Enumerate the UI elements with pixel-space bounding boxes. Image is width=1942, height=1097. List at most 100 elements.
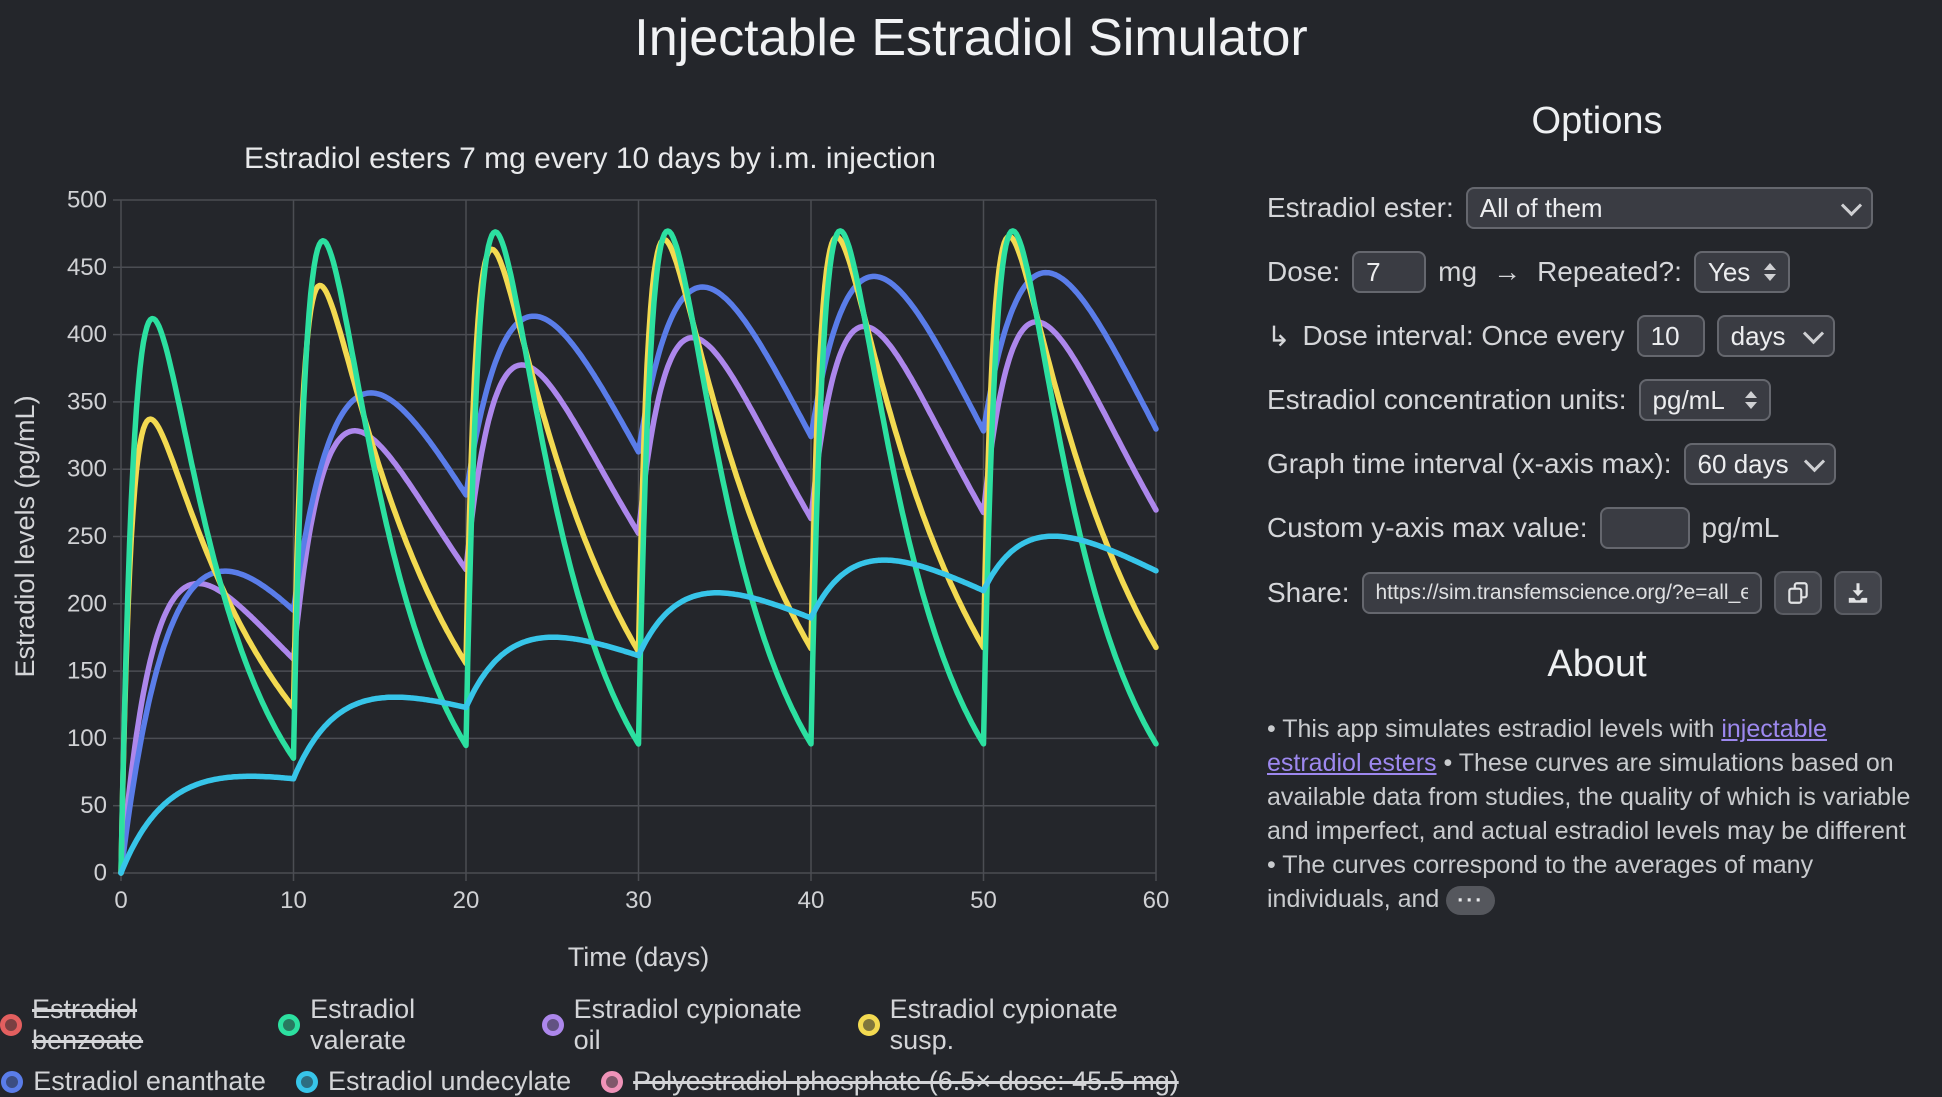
page-title: Injectable Estradiol Simulator (634, 9, 1308, 67)
svg-text:0: 0 (114, 887, 127, 914)
injectable-esters-link[interactable]: injectable estradiol esters (1267, 715, 1827, 777)
units-row: Estradiol concentration units: pg/mL (1267, 379, 1927, 421)
svg-text:30: 30 (625, 887, 652, 914)
svg-text:400: 400 (67, 321, 107, 348)
legend-marker-icon (601, 1070, 624, 1093)
units-select[interactable]: pg/mL (1638, 379, 1771, 421)
legend-marker-icon (857, 1014, 880, 1036)
legend-label: Estradiol benzoate (32, 994, 144, 1055)
legend-item-estradiol-undecylate[interactable]: Estradiol undecylate (295, 1066, 572, 1097)
interval-unit-select[interactable]: days (1716, 315, 1835, 357)
legend-label: Estradiol valerate (310, 994, 416, 1055)
dose-row: Dose: mg → Repeated?: Yes (1267, 251, 1927, 293)
x-axis-title: Time (days) (568, 942, 710, 972)
expand-about-button[interactable]: ··· (1446, 885, 1496, 915)
download-image-button[interactable] (1833, 571, 1882, 615)
about-text: • This app simulates estradiol levels wi… (1267, 712, 1917, 916)
legend-label: Estradiol cypionate susp. (889, 994, 1118, 1055)
svg-text:40: 40 (798, 887, 825, 914)
graph-interval-label: Graph time interval (x-axis max): (1267, 448, 1672, 479)
svg-text:150: 150 (67, 658, 107, 685)
y-axis-title: Estradiol levels (pg/mL) (10, 395, 40, 677)
interval-input[interactable] (1636, 315, 1705, 357)
svg-text:200: 200 (67, 590, 107, 617)
legend-item-estradiol-enanthate[interactable]: Estradiol enanthate (1, 1066, 266, 1097)
copy-link-button[interactable] (1773, 571, 1822, 615)
about-text-part1: • This app simulates estradiol levels wi… (1267, 715, 1722, 743)
legend-row-2: Estradiol enanthate Estradiol undecylate P… (0, 1066, 1180, 1097)
svg-text:300: 300 (67, 456, 107, 483)
legend-row-1: Estradiol benzoate Estradiol valerate Estr… (0, 994, 1180, 1056)
share-url-input[interactable] (1361, 572, 1762, 614)
legend-item-estradiol-benzoate[interactable]: Estradiol benzoate (0, 994, 248, 1056)
svg-text:20: 20 (453, 887, 480, 914)
updown-arrows-icon (1764, 263, 1777, 281)
interval-prefix-icon: ↳ (1267, 320, 1291, 352)
legend-label: Estradiol undecylate (327, 1066, 572, 1096)
legend-marker-icon (295, 1070, 318, 1093)
svg-text:450: 450 (67, 254, 107, 281)
about-heading: About (1547, 643, 1647, 685)
download-icon (1848, 583, 1867, 603)
updown-arrows-icon (1744, 391, 1757, 409)
legend-item-estradiol-cypionate-oil[interactable]: Estradiol cypionate oil (541, 994, 828, 1056)
chevron-down-icon (1840, 194, 1862, 216)
ester-row: Estradiol ester: All of them (1267, 187, 1927, 229)
graph-interval-select[interactable]: 60 days (1683, 443, 1836, 485)
arrow-right-icon: → (1493, 256, 1522, 287)
graph-interval-value: 60 days (1697, 448, 1789, 479)
chevron-down-icon (1803, 450, 1825, 472)
options-heading: Options (1531, 100, 1663, 142)
chart-canvas: Estradiol esters 7 mg every 10 days by i… (10, 142, 1169, 972)
ester-select-value: All of them (1479, 192, 1603, 223)
svg-text:100: 100 (67, 725, 107, 752)
repeated-select[interactable]: Yes (1693, 251, 1790, 293)
share-row: Share: (1267, 571, 1927, 615)
chart: Estradiol esters 7 mg every 10 days by i… (0, 90, 1180, 1097)
units-label: Estradiol concentration units: (1267, 384, 1627, 415)
custom-y-label: Custom y-axis max value: (1267, 512, 1588, 543)
svg-text:250: 250 (67, 523, 107, 550)
chart-legend: Estradiol benzoate Estradiol valerate Estr… (0, 994, 1180, 1097)
about-text-part2: • These curves are simulations based on … (1267, 749, 1911, 913)
legend-marker-icon (0, 1014, 22, 1036)
series-line-estradiol-valerate (118, 228, 1159, 876)
dose-unit: mg (1438, 256, 1478, 287)
chart-title: Estradiol esters 7 mg every 10 days by i… (244, 142, 936, 175)
chevron-down-icon (1802, 322, 1824, 344)
dose-input[interactable] (1352, 251, 1427, 293)
repeated-select-value: Yes (1707, 256, 1751, 287)
grid-lines: 0 50 100 150 200 250 300 350 400 450 500 0 10 20 30 40 5… (67, 187, 1169, 915)
dose-label: Dose: (1267, 256, 1341, 287)
legend-item-estradiol-cypionate-susp[interactable]: Estradiol cypionate susp. (857, 994, 1180, 1056)
custom-y-unit: pg/mL (1701, 512, 1780, 543)
custom-y-input[interactable] (1599, 507, 1690, 549)
legend-marker-icon (278, 1014, 301, 1036)
legend-item-estradiol-valerate[interactable]: Estradiol valerate (278, 994, 512, 1056)
svg-text:350: 350 (67, 388, 107, 415)
interval-label: Dose interval: Once every (1302, 320, 1625, 351)
legend-label: Polyestradiol phosphate (6.5× dose: 45.5… (633, 1066, 1179, 1096)
svg-text:50: 50 (970, 887, 997, 914)
graph-interval-row: Graph time interval (x-axis max): 60 day… (1267, 443, 1927, 485)
options-panel: Options Estradiol ester: All of them Dos… (1267, 100, 1927, 916)
copy-icon (1787, 582, 1808, 604)
legend-marker-icon (1, 1070, 24, 1093)
legend-label: Estradiol enanthate (33, 1066, 266, 1096)
svg-text:0: 0 (94, 860, 107, 887)
svg-text:500: 500 (67, 187, 107, 214)
interval-unit-value: days (1730, 320, 1786, 351)
svg-text:50: 50 (80, 792, 107, 819)
series-line-estradiol-undecylate (118, 533, 1159, 876)
share-label: Share: (1267, 577, 1350, 608)
legend-marker-icon (541, 1014, 564, 1036)
legend-label: Estradiol cypionate oil (573, 994, 802, 1055)
repeated-label: Repeated?: (1537, 256, 1682, 287)
ester-label: Estradiol ester: (1267, 192, 1454, 223)
dose-interval-row: ↳ Dose interval: Once every days (1267, 315, 1927, 357)
svg-text:10: 10 (280, 887, 307, 914)
legend-item-polyestradiol-phosphate-6-5-dose-45-5-mg[interactable]: Polyestradiol phosphate (6.5× dose: 45.5… (601, 1066, 1179, 1097)
units-select-value: pg/mL (1652, 384, 1725, 415)
custom-y-row: Custom y-axis max value: pg/mL (1267, 507, 1927, 549)
ester-select[interactable]: All of them (1465, 187, 1873, 229)
